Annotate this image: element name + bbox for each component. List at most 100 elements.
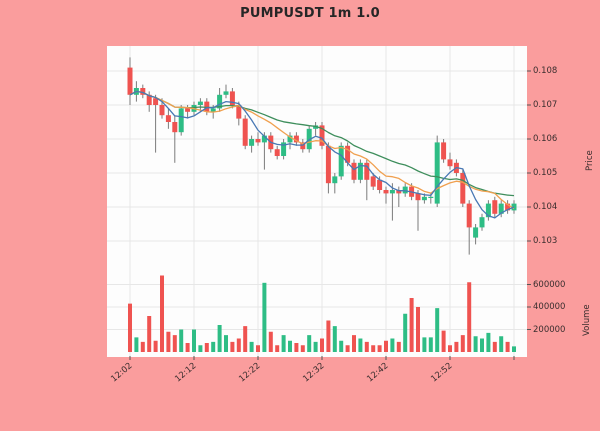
candle-body <box>223 91 229 95</box>
price-tick-label: 0.103 <box>533 236 558 246</box>
volume-bar <box>140 341 145 352</box>
volume-bar <box>153 340 158 352</box>
volume-bar <box>339 340 344 352</box>
candle-body <box>421 196 427 201</box>
candle-body <box>434 142 440 204</box>
volume-bar <box>300 345 305 352</box>
volume-bar <box>256 345 260 352</box>
volume-bar <box>441 330 446 352</box>
volume-bar <box>454 341 459 352</box>
volume-bar <box>396 341 401 352</box>
volume-bar <box>147 316 152 352</box>
candle-body <box>332 176 338 184</box>
candle-body <box>370 176 376 187</box>
volume-bar <box>166 331 171 352</box>
volume-bar <box>480 338 484 352</box>
volume-bar <box>364 341 369 352</box>
candle-body <box>197 101 203 105</box>
price-tick-label: 0.105 <box>533 168 558 178</box>
plot-area <box>107 46 527 357</box>
chart-title: PUMPUSDT 1m 1.0 <box>240 6 380 21</box>
candle-body <box>281 142 287 156</box>
candle-body <box>364 162 370 180</box>
volume-tick-label: 400000 <box>533 302 566 312</box>
volume-bar <box>249 341 254 352</box>
candle-body <box>460 173 466 204</box>
volume-bar <box>403 313 408 352</box>
candle-body <box>441 142 447 160</box>
volume-bar <box>288 340 292 352</box>
mav-slow-line <box>129 90 515 197</box>
candle-body <box>357 162 363 180</box>
volume-bar <box>224 335 228 352</box>
volume-bar <box>204 343 209 352</box>
candle-body <box>319 125 325 146</box>
volume-bar <box>505 341 510 352</box>
candle-body <box>351 162 357 180</box>
candle-body <box>261 135 267 143</box>
price-axis-title: Price <box>585 150 595 171</box>
volume-bar <box>409 298 414 352</box>
candle-body <box>159 105 165 116</box>
candle-body <box>325 145 331 184</box>
price-tick-label: 0.107 <box>533 100 558 110</box>
volume-bar <box>172 335 177 352</box>
volume-bar <box>499 336 504 352</box>
volume-bar <box>352 335 356 352</box>
volume-bar <box>268 331 273 352</box>
volume-bar <box>320 338 324 352</box>
candle-body <box>140 88 146 95</box>
volume-bar <box>358 338 363 352</box>
volume-tick-label: 200000 <box>533 324 566 335</box>
candle-body <box>274 149 280 156</box>
volume-bar <box>492 341 497 352</box>
mav-mid-line <box>129 90 515 209</box>
candle-body <box>498 203 504 214</box>
volume-bar <box>390 338 395 352</box>
volume-bar <box>211 341 216 352</box>
volume-bar <box>422 337 427 352</box>
candle-body <box>300 142 306 150</box>
candle-body <box>127 67 133 95</box>
volume-tick-label: 600000 <box>533 279 566 290</box>
candle-body <box>249 139 255 146</box>
volume-bar <box>377 345 382 352</box>
candle-body <box>236 105 242 119</box>
volume-bar <box>486 332 491 352</box>
candle-body <box>345 145 351 163</box>
candle-body <box>287 135 293 143</box>
volume-bar <box>460 335 465 352</box>
volume-bar <box>230 341 235 352</box>
volume-bar <box>198 345 203 352</box>
candle-body <box>146 94 152 105</box>
volume-bar <box>192 329 196 352</box>
candle-body <box>479 217 485 228</box>
candle-body <box>377 179 383 190</box>
volume-bar <box>243 326 248 352</box>
volume-bar <box>512 346 516 352</box>
volume-bar <box>128 303 132 352</box>
volume-bar <box>371 345 376 352</box>
volume-bar <box>281 335 286 352</box>
volume-bar <box>467 282 472 352</box>
price-tick-label: 0.106 <box>533 134 558 144</box>
candle-body <box>153 98 159 105</box>
candle-body <box>505 203 511 211</box>
candle-body <box>383 190 389 194</box>
candle-body <box>229 91 235 105</box>
candle-body <box>210 108 216 112</box>
candle-body <box>255 139 261 143</box>
price-tick-label: 0.104 <box>533 202 558 212</box>
volume-bar <box>473 336 478 352</box>
mav-fast-line <box>129 90 515 219</box>
volume-bar <box>236 338 241 352</box>
volume-bar <box>294 343 299 352</box>
volume-bar <box>345 345 350 352</box>
volume-bar <box>416 307 420 352</box>
candle-body <box>415 193 421 201</box>
volume-bar <box>428 337 433 352</box>
volume-bar <box>448 345 452 352</box>
candle-body <box>485 203 491 218</box>
